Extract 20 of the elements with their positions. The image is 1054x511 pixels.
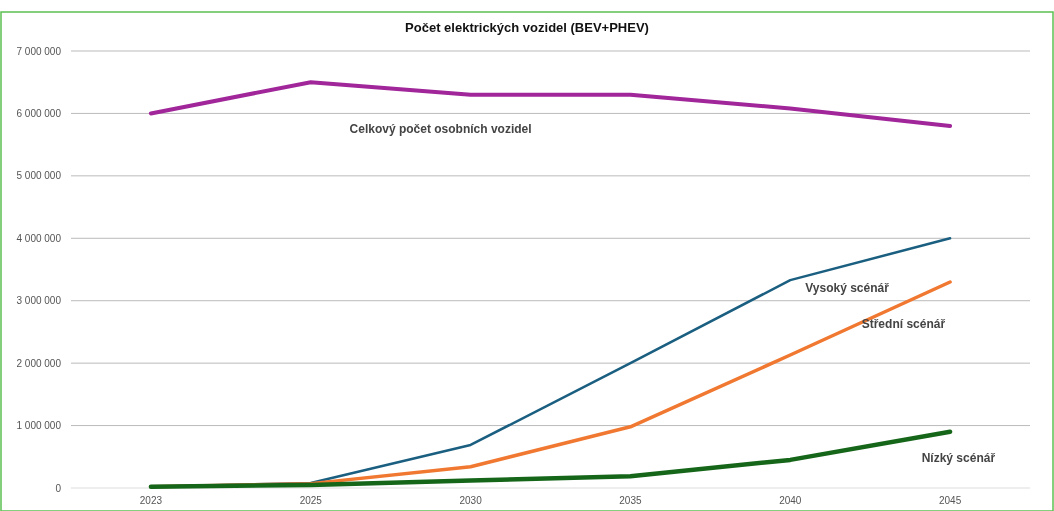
series-label: Nízký scénář xyxy=(921,450,996,465)
x-tick-label: 2045 xyxy=(938,495,962,506)
y-tick-label: 0 xyxy=(55,482,62,494)
x-tick-label: 2035 xyxy=(619,495,642,506)
line-series xyxy=(148,429,953,489)
y-tick-label: 1 000 000 xyxy=(16,420,62,432)
y-tick-label: 6 000 000 xyxy=(16,107,62,119)
y-tick-label: 3 000 000 xyxy=(16,295,62,307)
y-tick-label: 2 000 000 xyxy=(16,357,62,369)
chart-title: Počet elektrických vozidel (BEV+PHEV) xyxy=(405,20,649,35)
x-tick-label: 2030 xyxy=(459,495,483,506)
x-tick-label: 2025 xyxy=(299,495,323,506)
x-tick-label: 2023 xyxy=(139,495,163,506)
y-tick-label: 4 000 000 xyxy=(16,232,62,244)
x-tick-label: 2040 xyxy=(779,495,802,506)
y-tick-label: 5 000 000 xyxy=(16,170,62,182)
y-tick-label: 7 000 000 xyxy=(16,45,62,57)
series-label: Střední scénář xyxy=(861,316,946,331)
text: Celkový počet osobních vozidel xyxy=(349,121,532,136)
series-label: Vysoký scénář xyxy=(805,281,890,296)
